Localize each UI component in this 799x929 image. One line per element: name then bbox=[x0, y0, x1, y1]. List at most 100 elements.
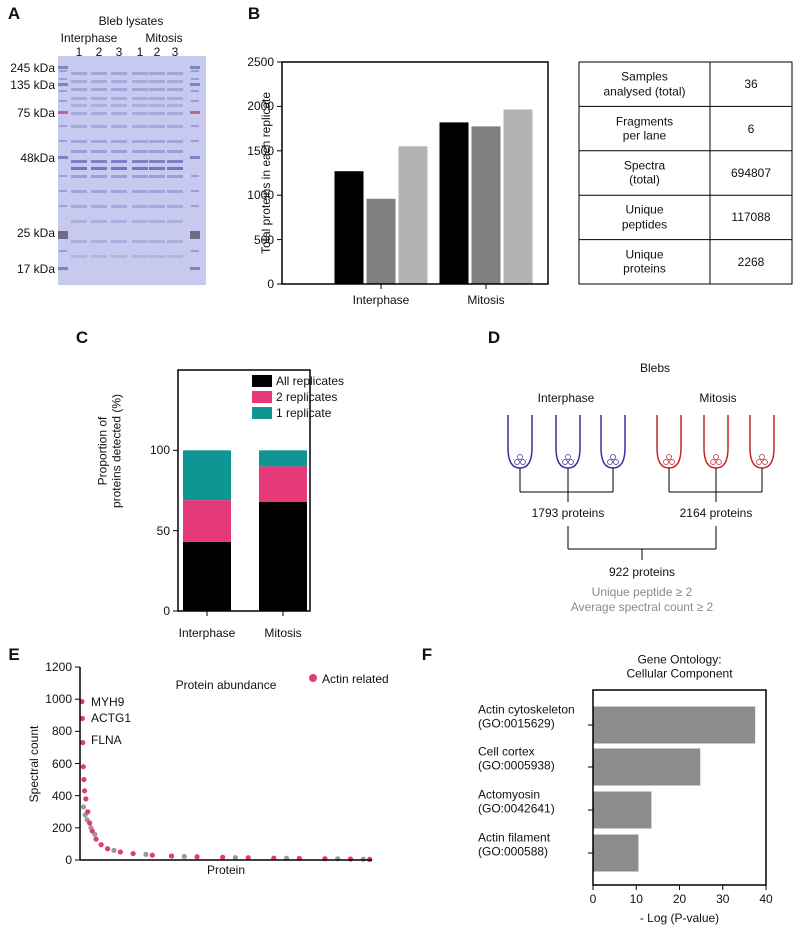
overlap-label: 922 proteins bbox=[608, 564, 676, 579]
bar bbox=[593, 834, 639, 872]
gel-band bbox=[132, 72, 148, 75]
group-label: Mitosis bbox=[699, 390, 737, 405]
gel-band bbox=[167, 72, 183, 75]
gel-band bbox=[149, 112, 165, 115]
gel-band bbox=[167, 80, 183, 83]
y-axis-label: Total proteins in each replicate bbox=[258, 91, 273, 255]
gel-band bbox=[91, 104, 107, 107]
gel-band bbox=[149, 190, 165, 193]
bar-segment bbox=[183, 541, 231, 611]
gel-band bbox=[71, 88, 87, 91]
gel-band bbox=[132, 88, 148, 91]
point bbox=[98, 842, 104, 848]
gel-band bbox=[149, 240, 165, 243]
lane-label: 2 bbox=[153, 44, 161, 59]
gel-band bbox=[91, 240, 107, 243]
point bbox=[220, 854, 226, 860]
ladder-band bbox=[59, 190, 67, 192]
gel-band bbox=[167, 104, 183, 107]
point bbox=[360, 856, 366, 862]
panel-label: F bbox=[421, 644, 433, 664]
chart-title: Gene Ontology: Cellular Component bbox=[626, 652, 733, 681]
gel-band bbox=[91, 220, 107, 223]
bar bbox=[471, 126, 501, 284]
ladder-band bbox=[191, 125, 199, 127]
gel-band bbox=[91, 97, 107, 100]
gel-band bbox=[132, 175, 148, 178]
gel-band bbox=[71, 167, 87, 170]
gel-band bbox=[91, 112, 107, 115]
gel-band bbox=[91, 80, 107, 83]
marker-label: 75 kDa bbox=[16, 105, 55, 120]
gel-band bbox=[132, 140, 148, 143]
gel-band bbox=[71, 150, 87, 153]
gel-band bbox=[132, 255, 148, 258]
point bbox=[130, 850, 136, 857]
x-axis-label: - Log (P-value) bbox=[639, 910, 720, 925]
point bbox=[104, 846, 111, 852]
legend-swatch bbox=[252, 375, 272, 387]
gel-band bbox=[132, 220, 148, 223]
legend-label: All replicates bbox=[276, 373, 345, 388]
point bbox=[85, 809, 91, 815]
gel-band bbox=[167, 112, 183, 115]
tube bbox=[600, 415, 626, 469]
gel-band bbox=[71, 240, 87, 243]
legend-swatch bbox=[252, 407, 272, 419]
marker-label: 48kDa bbox=[20, 150, 55, 165]
bar bbox=[398, 146, 428, 284]
tube bbox=[507, 415, 533, 469]
bar bbox=[439, 122, 469, 284]
gel-band bbox=[111, 140, 127, 143]
gel-band bbox=[149, 220, 165, 223]
point bbox=[80, 739, 86, 746]
table-cell: Spectra (total) bbox=[623, 158, 666, 187]
point bbox=[111, 847, 117, 853]
tube bbox=[703, 415, 729, 469]
y-axis-label: Spectral count bbox=[26, 725, 41, 802]
point bbox=[89, 828, 95, 834]
y-tick-label: 0 bbox=[163, 603, 170, 618]
ladder-band bbox=[59, 125, 67, 127]
gel-band bbox=[71, 190, 87, 193]
ladder-band bbox=[190, 231, 200, 239]
bar bbox=[334, 171, 364, 284]
diagram-title: Blebs bbox=[639, 360, 671, 375]
gel-band bbox=[132, 190, 148, 193]
ladder-band bbox=[59, 70, 67, 72]
y-tick-label: 100 bbox=[149, 443, 170, 458]
y-tick-label: 0 bbox=[267, 276, 274, 291]
gel-band bbox=[71, 220, 87, 223]
point bbox=[80, 804, 87, 810]
gel-band bbox=[111, 97, 127, 100]
gel-band bbox=[71, 160, 87, 163]
gel-band bbox=[111, 150, 127, 153]
gel-band bbox=[132, 160, 148, 163]
point bbox=[79, 715, 85, 722]
y-tick-label: 0 bbox=[65, 852, 72, 867]
gel-band bbox=[91, 167, 107, 170]
note: Unique peptide ≥ 2 bbox=[591, 584, 693, 599]
group-label: Interphase bbox=[537, 390, 595, 405]
gel-band bbox=[149, 255, 165, 258]
gel-band bbox=[149, 205, 165, 208]
point bbox=[194, 854, 200, 860]
ladder-band bbox=[58, 111, 68, 114]
ladder-band bbox=[190, 267, 200, 270]
ladder-band bbox=[190, 111, 200, 114]
gel-band bbox=[111, 72, 127, 75]
gel-band bbox=[167, 88, 183, 91]
x-tick-label: 0 bbox=[589, 891, 597, 906]
ladder-band bbox=[59, 140, 67, 142]
y-tick-label: 1000 bbox=[45, 691, 72, 706]
ladder-band bbox=[59, 250, 67, 252]
y-tick-label: 500 bbox=[253, 232, 274, 247]
gel-band bbox=[111, 175, 127, 178]
table-frame bbox=[578, 61, 793, 285]
gel-band bbox=[71, 255, 87, 258]
x-tick-label: 30 bbox=[716, 891, 730, 906]
ladder-band bbox=[59, 78, 67, 80]
gel-band bbox=[167, 160, 183, 163]
pellet bbox=[710, 459, 716, 465]
